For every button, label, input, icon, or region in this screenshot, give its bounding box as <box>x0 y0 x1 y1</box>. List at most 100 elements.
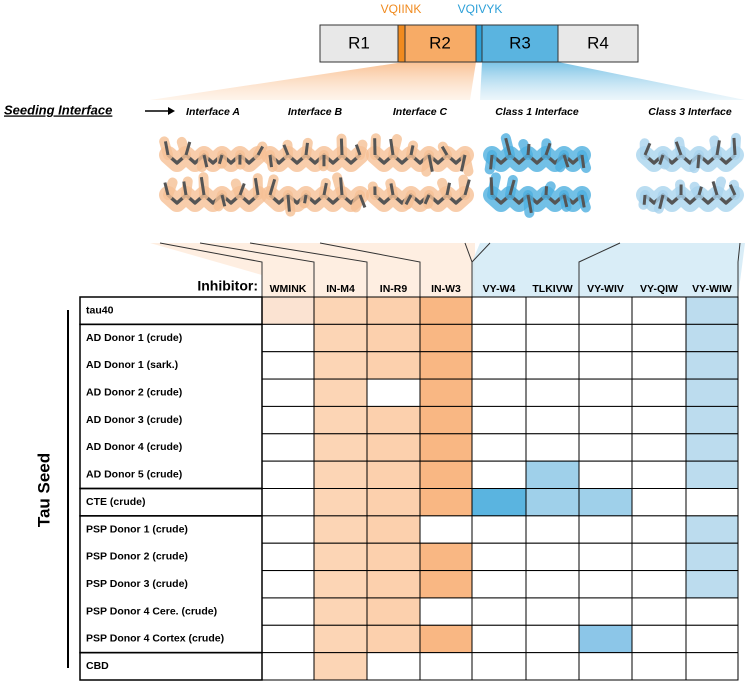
table-cell <box>261 351 315 380</box>
molecule-sidechain <box>658 154 665 166</box>
fan-blue <box>480 62 745 100</box>
table-cell <box>525 542 580 572</box>
table-cell <box>366 460 421 489</box>
domain-label: R1 <box>348 33 370 52</box>
row-label-cell <box>80 406 262 434</box>
table-cell <box>366 433 421 462</box>
column-header: IN-M4 <box>326 283 355 295</box>
table-cell <box>261 515 315 544</box>
table-cell <box>471 296 527 325</box>
table-cell <box>578 378 633 407</box>
table-cell <box>578 624 633 654</box>
molecule-sidechain <box>163 141 170 156</box>
table-cell <box>261 570 315 599</box>
molecule-sidechain <box>182 181 188 196</box>
table-cell <box>685 323 739 353</box>
group-label: Tau Seed <box>34 453 53 527</box>
table-cell <box>578 405 633 435</box>
molecule <box>159 136 268 212</box>
column-header: IN-W3 <box>431 283 461 295</box>
molecule-sidechain <box>580 194 586 208</box>
table-cell <box>471 488 527 517</box>
table-cell <box>471 570 527 599</box>
table-cell <box>471 652 527 681</box>
table-cell <box>419 542 473 572</box>
table-cell <box>685 652 739 681</box>
table-cell <box>261 488 315 517</box>
column-header: VY-WIV <box>587 283 624 295</box>
table-cell <box>419 378 473 407</box>
molecule-sidechain <box>696 154 701 169</box>
table-cell <box>685 515 739 544</box>
table-cell <box>631 570 687 599</box>
row-label: PSP Donor 4 Cortex (crude) <box>86 633 224 645</box>
table-cell <box>631 351 687 380</box>
table-cell <box>631 378 687 407</box>
row-label: tau40 <box>86 304 114 316</box>
row-label: PSP Donor 4 Cere. (crude) <box>86 605 217 617</box>
molecule-sidechain <box>643 142 652 156</box>
table-cell <box>471 433 527 462</box>
domain-box <box>319 24 399 63</box>
fan-blue-lower <box>472 243 745 297</box>
interface-label: Class 1 Interface <box>495 106 579 118</box>
table-cell <box>366 652 421 681</box>
molecule-sidechain <box>423 194 431 205</box>
table-cell <box>419 433 473 462</box>
molecule-sidechain <box>184 141 192 156</box>
table-cell <box>313 351 368 380</box>
domain-label: R4 <box>587 33 609 52</box>
molecule-sidechain <box>404 194 413 206</box>
table-cell <box>631 323 687 353</box>
molecule-sidechain <box>286 194 291 212</box>
table-cell <box>631 433 687 462</box>
molecule-sidechain <box>732 137 737 156</box>
molecule-sidechain <box>526 194 533 214</box>
table-cell <box>685 433 739 462</box>
table-cell <box>313 405 368 435</box>
table-cell <box>313 323 368 353</box>
table-cell <box>471 624 527 654</box>
table-cell <box>313 624 368 654</box>
table-cell <box>631 405 687 435</box>
table-cell <box>366 515 421 544</box>
molecule <box>636 132 744 214</box>
table-cell <box>578 570 633 599</box>
table-cell <box>366 351 421 380</box>
molecule-sidechain <box>463 179 471 196</box>
table-cell <box>631 597 687 626</box>
table-cell <box>471 542 527 572</box>
molecule-sidechain <box>459 154 467 172</box>
row-label-cell <box>80 652 262 680</box>
motif-label: VQIINK <box>381 2 422 16</box>
molecule-sidechain <box>562 154 570 168</box>
domain-box <box>404 24 477 63</box>
table-cell <box>578 351 633 380</box>
table-cell <box>471 597 527 626</box>
molecule-sidechain <box>562 194 569 208</box>
molecule-sidechain <box>358 194 367 208</box>
table-cell <box>366 378 421 407</box>
row-label: AD Donor 1 (crude) <box>86 332 182 344</box>
table-cell <box>366 624 421 654</box>
table-cell <box>578 433 633 462</box>
table-cell <box>261 296 315 325</box>
table-cell <box>313 542 368 572</box>
row-label-cell <box>80 488 262 516</box>
table-cell <box>685 542 739 572</box>
row-label-cell <box>80 324 262 352</box>
molecule-sidechain <box>268 154 274 168</box>
column-header: TLKIVW <box>532 283 572 295</box>
table-cell <box>525 488 580 517</box>
table-cell <box>366 570 421 599</box>
molecule-sidechain <box>642 194 647 205</box>
molecule-sidechain <box>489 154 494 170</box>
table-cell <box>313 652 368 681</box>
interface-label: Interface C <box>393 106 448 118</box>
molecule-sidechain <box>544 186 549 196</box>
table-cell <box>366 296 421 325</box>
table-cell <box>578 597 633 626</box>
row-label-cell <box>80 297 262 325</box>
row-label-cell <box>80 570 262 598</box>
row-label: AD Donor 3 (crude) <box>86 414 182 426</box>
